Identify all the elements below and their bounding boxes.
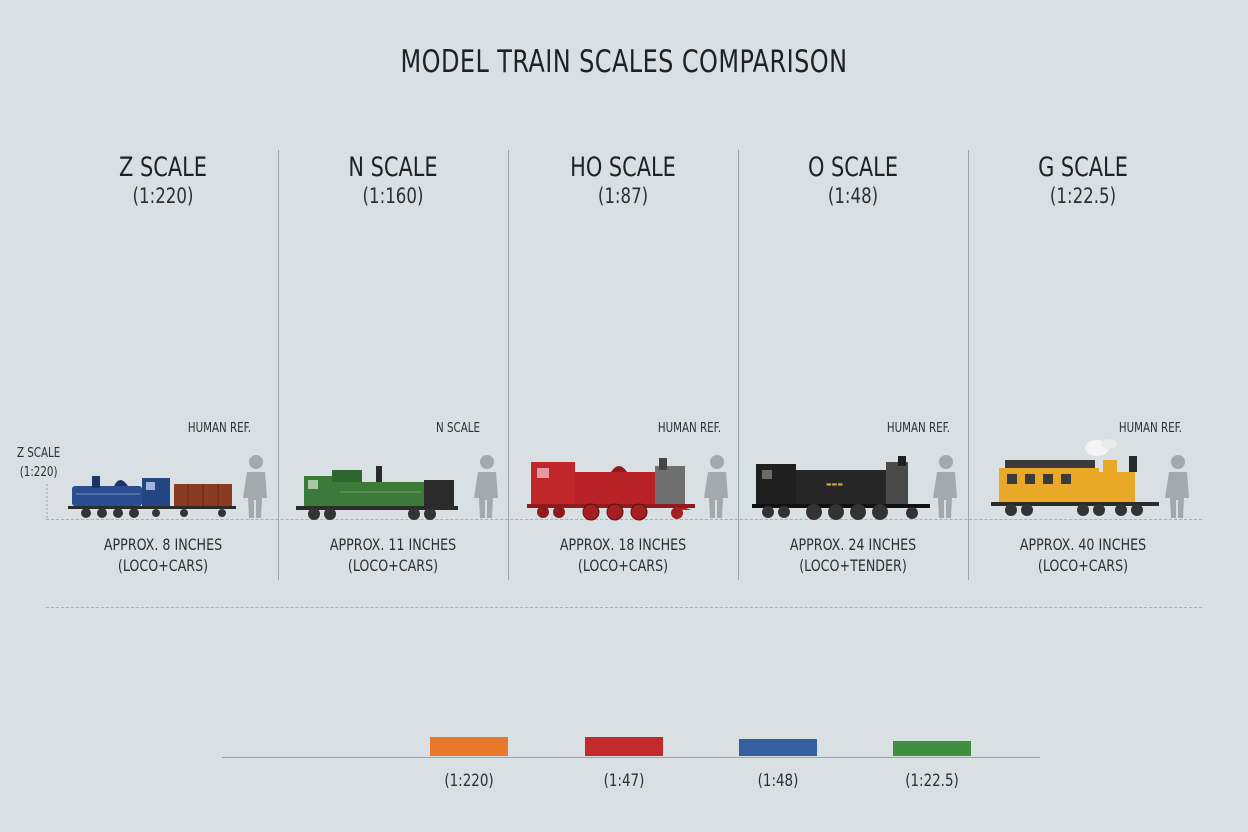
reference-label: HUMAN REF. bbox=[1118, 421, 1182, 436]
section-divider bbox=[46, 607, 1202, 608]
legend-swatch bbox=[893, 741, 971, 756]
column-divider bbox=[738, 150, 739, 580]
legend-swatch bbox=[739, 739, 817, 756]
z-locomotive bbox=[68, 476, 172, 518]
scale-name: O SCALE bbox=[807, 152, 899, 183]
page-title: MODEL TRAIN SCALES COMPARISON bbox=[400, 44, 848, 80]
legend-label: (1:47) bbox=[603, 771, 645, 791]
legend-swatch bbox=[430, 737, 508, 756]
legend-item: (1:47) bbox=[585, 737, 663, 791]
column-divider bbox=[968, 150, 969, 580]
ho-scale-train-illustration bbox=[527, 458, 695, 521]
scale-name: G SCALE bbox=[1038, 152, 1128, 183]
length-note: APPROX. 11 INCHES (LOCO+CARS) bbox=[292, 534, 494, 576]
legend-axis bbox=[222, 757, 1040, 758]
column-divider bbox=[278, 150, 279, 580]
length-line2: (LOCO+CARS) bbox=[1037, 556, 1129, 575]
length-line1: APPROX. 11 INCHES bbox=[329, 535, 457, 554]
z-side-label-line2: (1:220) bbox=[19, 465, 58, 480]
z-scale-train-illustration bbox=[68, 476, 236, 518]
length-line2: (LOCO+CARS) bbox=[117, 556, 209, 575]
z-scale-side-label: Z SCALE (1:220) bbox=[17, 444, 60, 482]
z-boxcar bbox=[172, 484, 236, 517]
length-line1: APPROX. 8 INCHES bbox=[103, 535, 223, 554]
length-line1: APPROX. 18 INCHES bbox=[559, 535, 687, 554]
g-locomotive bbox=[991, 439, 1159, 516]
legend-label: (1:48) bbox=[757, 771, 799, 791]
human-reference-icon bbox=[474, 455, 498, 518]
legend-item: (1:220) bbox=[430, 737, 508, 791]
legend-item: (1:22.5) bbox=[893, 741, 971, 791]
length-line2: (LOCO+TENDER) bbox=[799, 556, 907, 575]
reference-label: HUMAN REF. bbox=[657, 421, 721, 436]
legend-label: (1:220) bbox=[444, 771, 494, 791]
reference-label: HUMAN REF. bbox=[886, 421, 950, 436]
z-side-label-line1: Z SCALE bbox=[16, 446, 61, 461]
length-note: APPROX. 40 INCHES (LOCO+CARS) bbox=[982, 534, 1184, 576]
legend-swatch bbox=[585, 737, 663, 756]
ho-locomotive bbox=[527, 458, 695, 521]
n-scale-train-illustration bbox=[296, 466, 458, 520]
reference-label: HUMAN REF. bbox=[187, 421, 251, 436]
human-reference-icon bbox=[704, 455, 728, 518]
scale-ratio: (1:48) bbox=[827, 184, 879, 208]
g-scale-train-illustration bbox=[991, 439, 1159, 516]
length-note: APPROX. 8 INCHES (LOCO+CARS) bbox=[62, 534, 264, 576]
scale-column-ho: HO SCALE (1:87) HUMAN REF. APPROX. 18 IN… bbox=[508, 150, 738, 580]
scale-column-g: G SCALE (1:22.5) HUMAN REF. APPROX. 40 I… bbox=[968, 150, 1198, 580]
reference-label: N SCALE bbox=[436, 421, 480, 436]
human-reference-icon bbox=[1165, 455, 1189, 518]
legend-label: (1:22.5) bbox=[905, 771, 959, 791]
n-locomotive bbox=[296, 466, 458, 520]
o-locomotive: ▬▬▬ bbox=[752, 456, 930, 520]
length-line1: APPROX. 40 INCHES bbox=[1019, 535, 1147, 554]
scale-ratio: (1:22.5) bbox=[1049, 184, 1117, 208]
legend-item: (1:48) bbox=[739, 739, 817, 791]
human-reference-icon bbox=[243, 455, 267, 518]
scale-ratio: (1:220) bbox=[132, 184, 194, 208]
human-reference-icon bbox=[933, 455, 957, 518]
scale-column-o: O SCALE (1:48) HUMAN REF. APPROX. 24 INC… bbox=[738, 150, 968, 580]
scale-name: HO SCALE bbox=[570, 152, 676, 183]
column-divider bbox=[508, 150, 509, 580]
length-line1: APPROX. 24 INCHES bbox=[789, 535, 917, 554]
svg-text:▬▬▬: ▬▬▬ bbox=[826, 481, 843, 488]
length-line2: (LOCO+CARS) bbox=[347, 556, 439, 575]
track-baseline bbox=[46, 519, 1202, 520]
scale-name: Z SCALE bbox=[119, 152, 207, 183]
o-scale-train-illustration: ▬▬▬ bbox=[752, 456, 930, 520]
scale-ratio: (1:160) bbox=[362, 184, 424, 208]
scale-column-z: Z SCALE (1:220) HUMAN REF. APPROX. 8 INC… bbox=[48, 150, 278, 580]
length-line2: (LOCO+CARS) bbox=[577, 556, 669, 575]
scale-ratio: (1:87) bbox=[597, 184, 649, 208]
length-note: APPROX. 18 INCHES (LOCO+CARS) bbox=[522, 534, 724, 576]
z-tick-mark bbox=[46, 484, 48, 520]
scale-name: N SCALE bbox=[348, 152, 438, 183]
scale-column-n: N SCALE (1:160) N SCALE APPROX. 11 INCHE… bbox=[278, 150, 508, 580]
length-note: APPROX. 24 INCHES (LOCO+TENDER) bbox=[752, 534, 954, 576]
